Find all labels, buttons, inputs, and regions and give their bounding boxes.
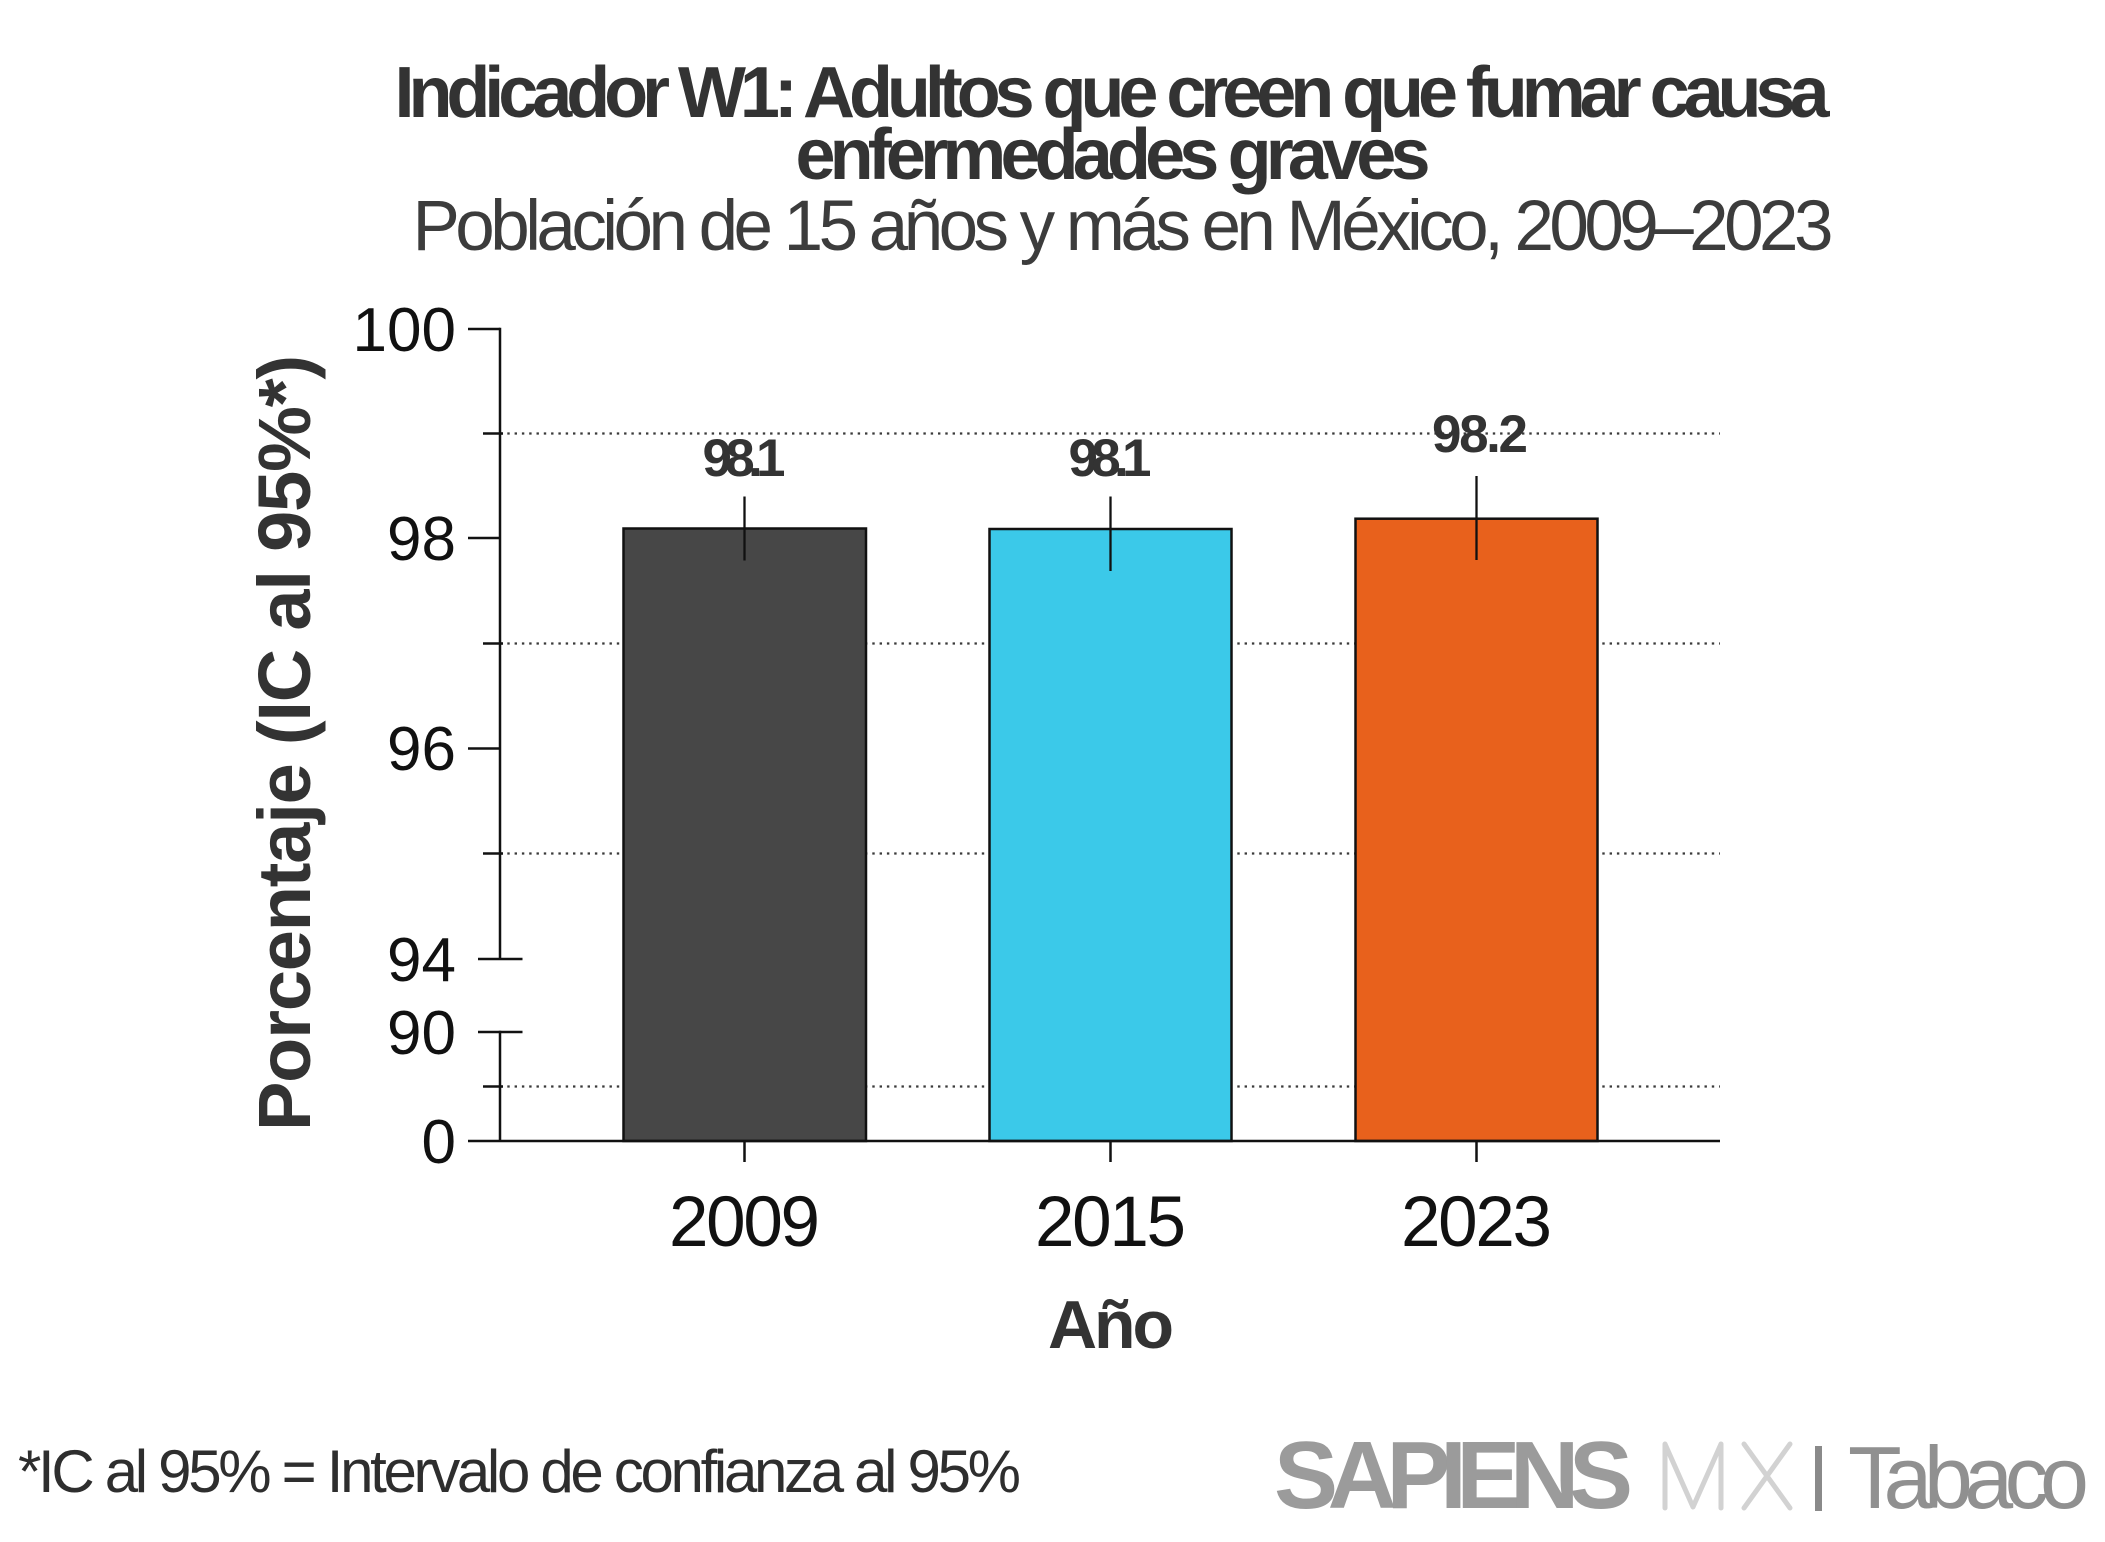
svg-text:98: 98 bbox=[387, 505, 456, 574]
svg-text:96: 96 bbox=[387, 715, 456, 784]
svg-text:SAPIENS: SAPIENS bbox=[1274, 1422, 1633, 1529]
svg-text:94: 94 bbox=[387, 926, 456, 995]
svg-text:Porcentaje (IC al 95%*): Porcentaje (IC al 95%*) bbox=[243, 355, 326, 1131]
svg-text:2015: 2015 bbox=[1035, 1183, 1186, 1262]
svg-text:Año: Año bbox=[1048, 1287, 1174, 1363]
svg-text:enfermedades graves: enfermedades graves bbox=[796, 115, 1431, 195]
svg-text:2009: 2009 bbox=[669, 1183, 820, 1262]
svg-text:Tabaco: Tabaco bbox=[1848, 1428, 2089, 1527]
svg-text:98.2: 98.2 bbox=[1432, 405, 1528, 464]
svg-text:0: 0 bbox=[422, 1108, 456, 1177]
svg-text:90: 90 bbox=[387, 999, 456, 1068]
svg-text:Indicador W1: Adultos que cree: Indicador W1: Adultos que creen que fuma… bbox=[395, 53, 1831, 133]
svg-text:98.1: 98.1 bbox=[1069, 429, 1152, 488]
svg-text:98.1: 98.1 bbox=[703, 429, 786, 488]
svg-text:2023: 2023 bbox=[1401, 1183, 1552, 1262]
svg-text:*IC al 95% = Intervalo de conf: *IC al 95% = Intervalo de confianza al 9… bbox=[18, 1438, 1021, 1505]
svg-text:100: 100 bbox=[353, 296, 456, 365]
svg-text:Población de 15 años y más en: Población de 15 años y más en México, 20… bbox=[413, 187, 1834, 266]
